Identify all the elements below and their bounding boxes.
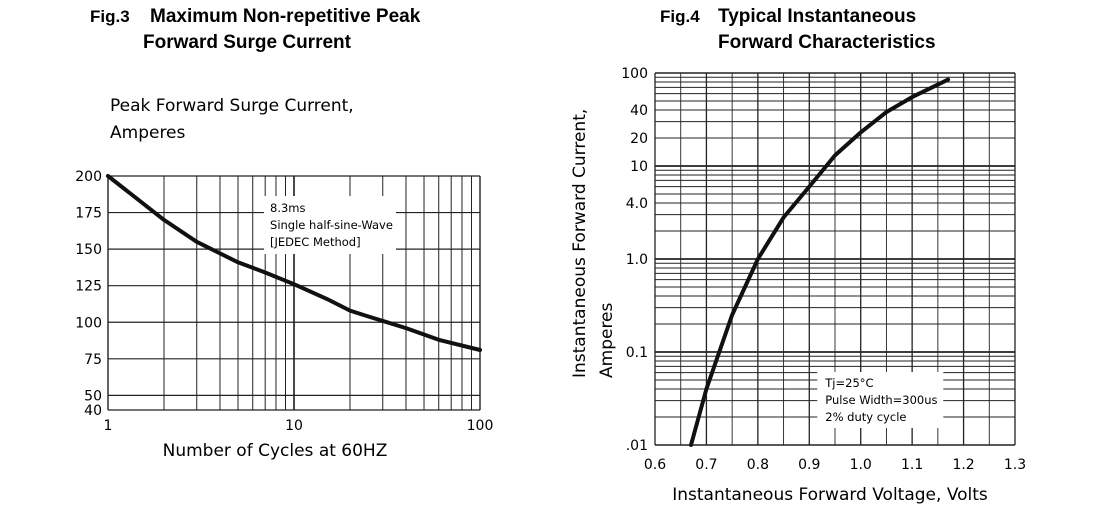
fig4-xtick-label: 0.8 bbox=[747, 457, 769, 473]
fig4-ytick-label: 100 bbox=[621, 66, 648, 82]
fig4-title-line2: Forward Characteristics bbox=[718, 32, 936, 53]
fig4-xtick-label: 0.6 bbox=[644, 457, 666, 473]
fig3-ytick-label: 175 bbox=[75, 206, 102, 222]
fig3-xtick-label: 100 bbox=[467, 418, 494, 434]
fig3-series-line bbox=[106, 174, 482, 352]
fig4-xtick-label: 0.9 bbox=[798, 457, 820, 473]
fig3-ytick-label: 50 bbox=[84, 388, 102, 404]
fig3-ytick-label: 150 bbox=[75, 242, 102, 258]
fig4-ylabel-line2: Amperes bbox=[597, 302, 617, 378]
fig3-ytick-label: 125 bbox=[75, 279, 102, 295]
fig3-ylabel-line2: Amperes bbox=[110, 123, 186, 143]
fig4-annotation-line: Pulse Width=300us bbox=[825, 393, 937, 407]
fig3-ytick-label: 100 bbox=[75, 315, 102, 331]
fig4-xtick-label: 0.7 bbox=[695, 457, 717, 473]
fig3-prefix: Fig.3 bbox=[90, 7, 130, 26]
fig4-annotation-box bbox=[817, 372, 944, 428]
fig4-ytick-label: 40 bbox=[630, 103, 648, 119]
fig4-title-line1: Typical Instantaneous bbox=[718, 6, 916, 27]
fig3-annotation-line: Single half-sine-Wave bbox=[270, 218, 393, 232]
fig4-ylabel-line1: Instantaneous Forward Current, bbox=[570, 109, 590, 378]
fig3-annotation-box bbox=[264, 196, 397, 254]
fig3-ytick-label: 200 bbox=[75, 169, 102, 185]
fig4-xlabel: Instantaneous Forward Voltage, Volts bbox=[672, 485, 988, 505]
fig4-series-line bbox=[689, 77, 951, 447]
fig3-title-line2: Forward Surge Current bbox=[143, 32, 352, 53]
fig4-prefix: Fig.4 bbox=[660, 7, 700, 26]
fig3-ytick-label: 40 bbox=[84, 403, 102, 419]
fig4-plot-area: 100 40 20 10 4.0 1.0 0.1 .01 0.6 0.7 0.8 0.9 1.0 1.1 1… bbox=[621, 66, 1026, 473]
fig4-xtick-label: 1.3 bbox=[1004, 457, 1026, 473]
fig4-xtick-label: 1.2 bbox=[952, 457, 974, 473]
fig3-annotation-line: 8.3ms bbox=[270, 201, 305, 215]
fig4-annotation-line: Tj=25°C bbox=[824, 376, 873, 390]
fig3-xtick-label: 1 bbox=[104, 418, 113, 434]
fig4-ytick-label: 4.0 bbox=[626, 196, 648, 212]
fig3-xlabel: Number of Cycles at 60HZ bbox=[163, 441, 388, 461]
fig4-annotation-line: 2% duty cycle bbox=[825, 410, 906, 424]
fig3-xtick-label: 10 bbox=[285, 418, 303, 434]
fig4-ytick-label: 10 bbox=[630, 159, 648, 175]
fig3-title-line1: Maximum Non-repetitive Peak bbox=[150, 6, 421, 27]
fig4-ytick-label: 0.1 bbox=[626, 345, 648, 361]
fig3-ylabel-line1: Peak Forward Surge Current, bbox=[110, 96, 354, 116]
fig4-ytick-label: 20 bbox=[630, 131, 648, 147]
fig4-ytick-label: .01 bbox=[626, 438, 648, 454]
fig4-xtick-label: 1.0 bbox=[850, 457, 872, 473]
fig3-ytick-label: 75 bbox=[84, 352, 102, 368]
fig4-xtick-label: 1.1 bbox=[901, 457, 923, 473]
fig4-ytick-label: 1.0 bbox=[626, 252, 648, 268]
fig3-annotation-line: [JEDEC Method] bbox=[270, 235, 361, 249]
